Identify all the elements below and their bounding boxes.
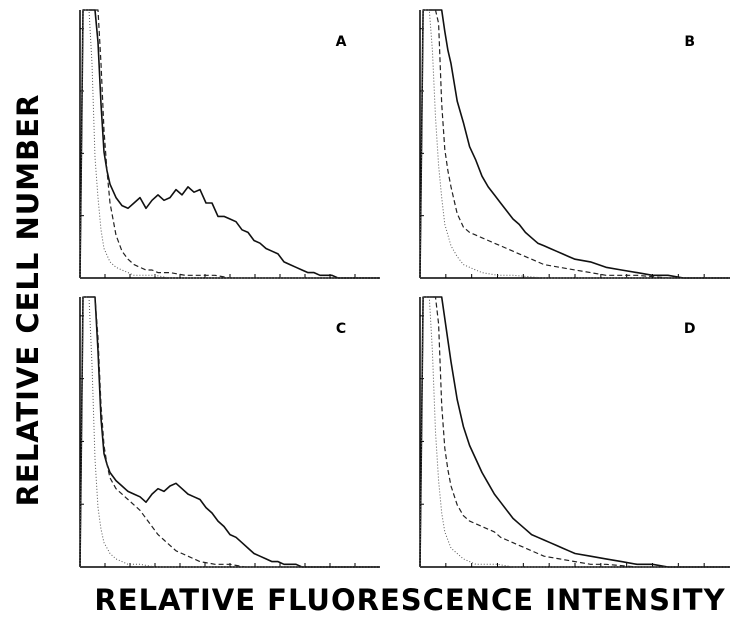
series-line-dashed [79,9,380,279]
chart-panel-d: D [419,296,730,568]
series-line-dotted [419,296,730,568]
series-line-dashed [79,296,380,568]
series-line-solid [419,9,730,279]
series-line-solid [79,296,380,568]
series-line-dashed [419,296,730,568]
series-line-dotted [79,296,380,568]
chart-panel-b: B [419,9,730,279]
panel-label: C [336,321,346,337]
series-line-solid [419,296,730,568]
series-line-dotted [419,9,730,279]
x-axis-label: RELATIVE FLUORESCENCE INTENSITY [94,583,726,617]
panel-label: B [684,34,695,50]
series-line-dashed [419,9,730,279]
panel-label: D [684,321,696,337]
chart-panel-a: A [79,9,380,279]
series-line-dotted [79,9,380,279]
chart-panel-c: C [79,296,380,568]
panel-label: A [336,34,347,50]
series-line-solid [79,9,380,279]
